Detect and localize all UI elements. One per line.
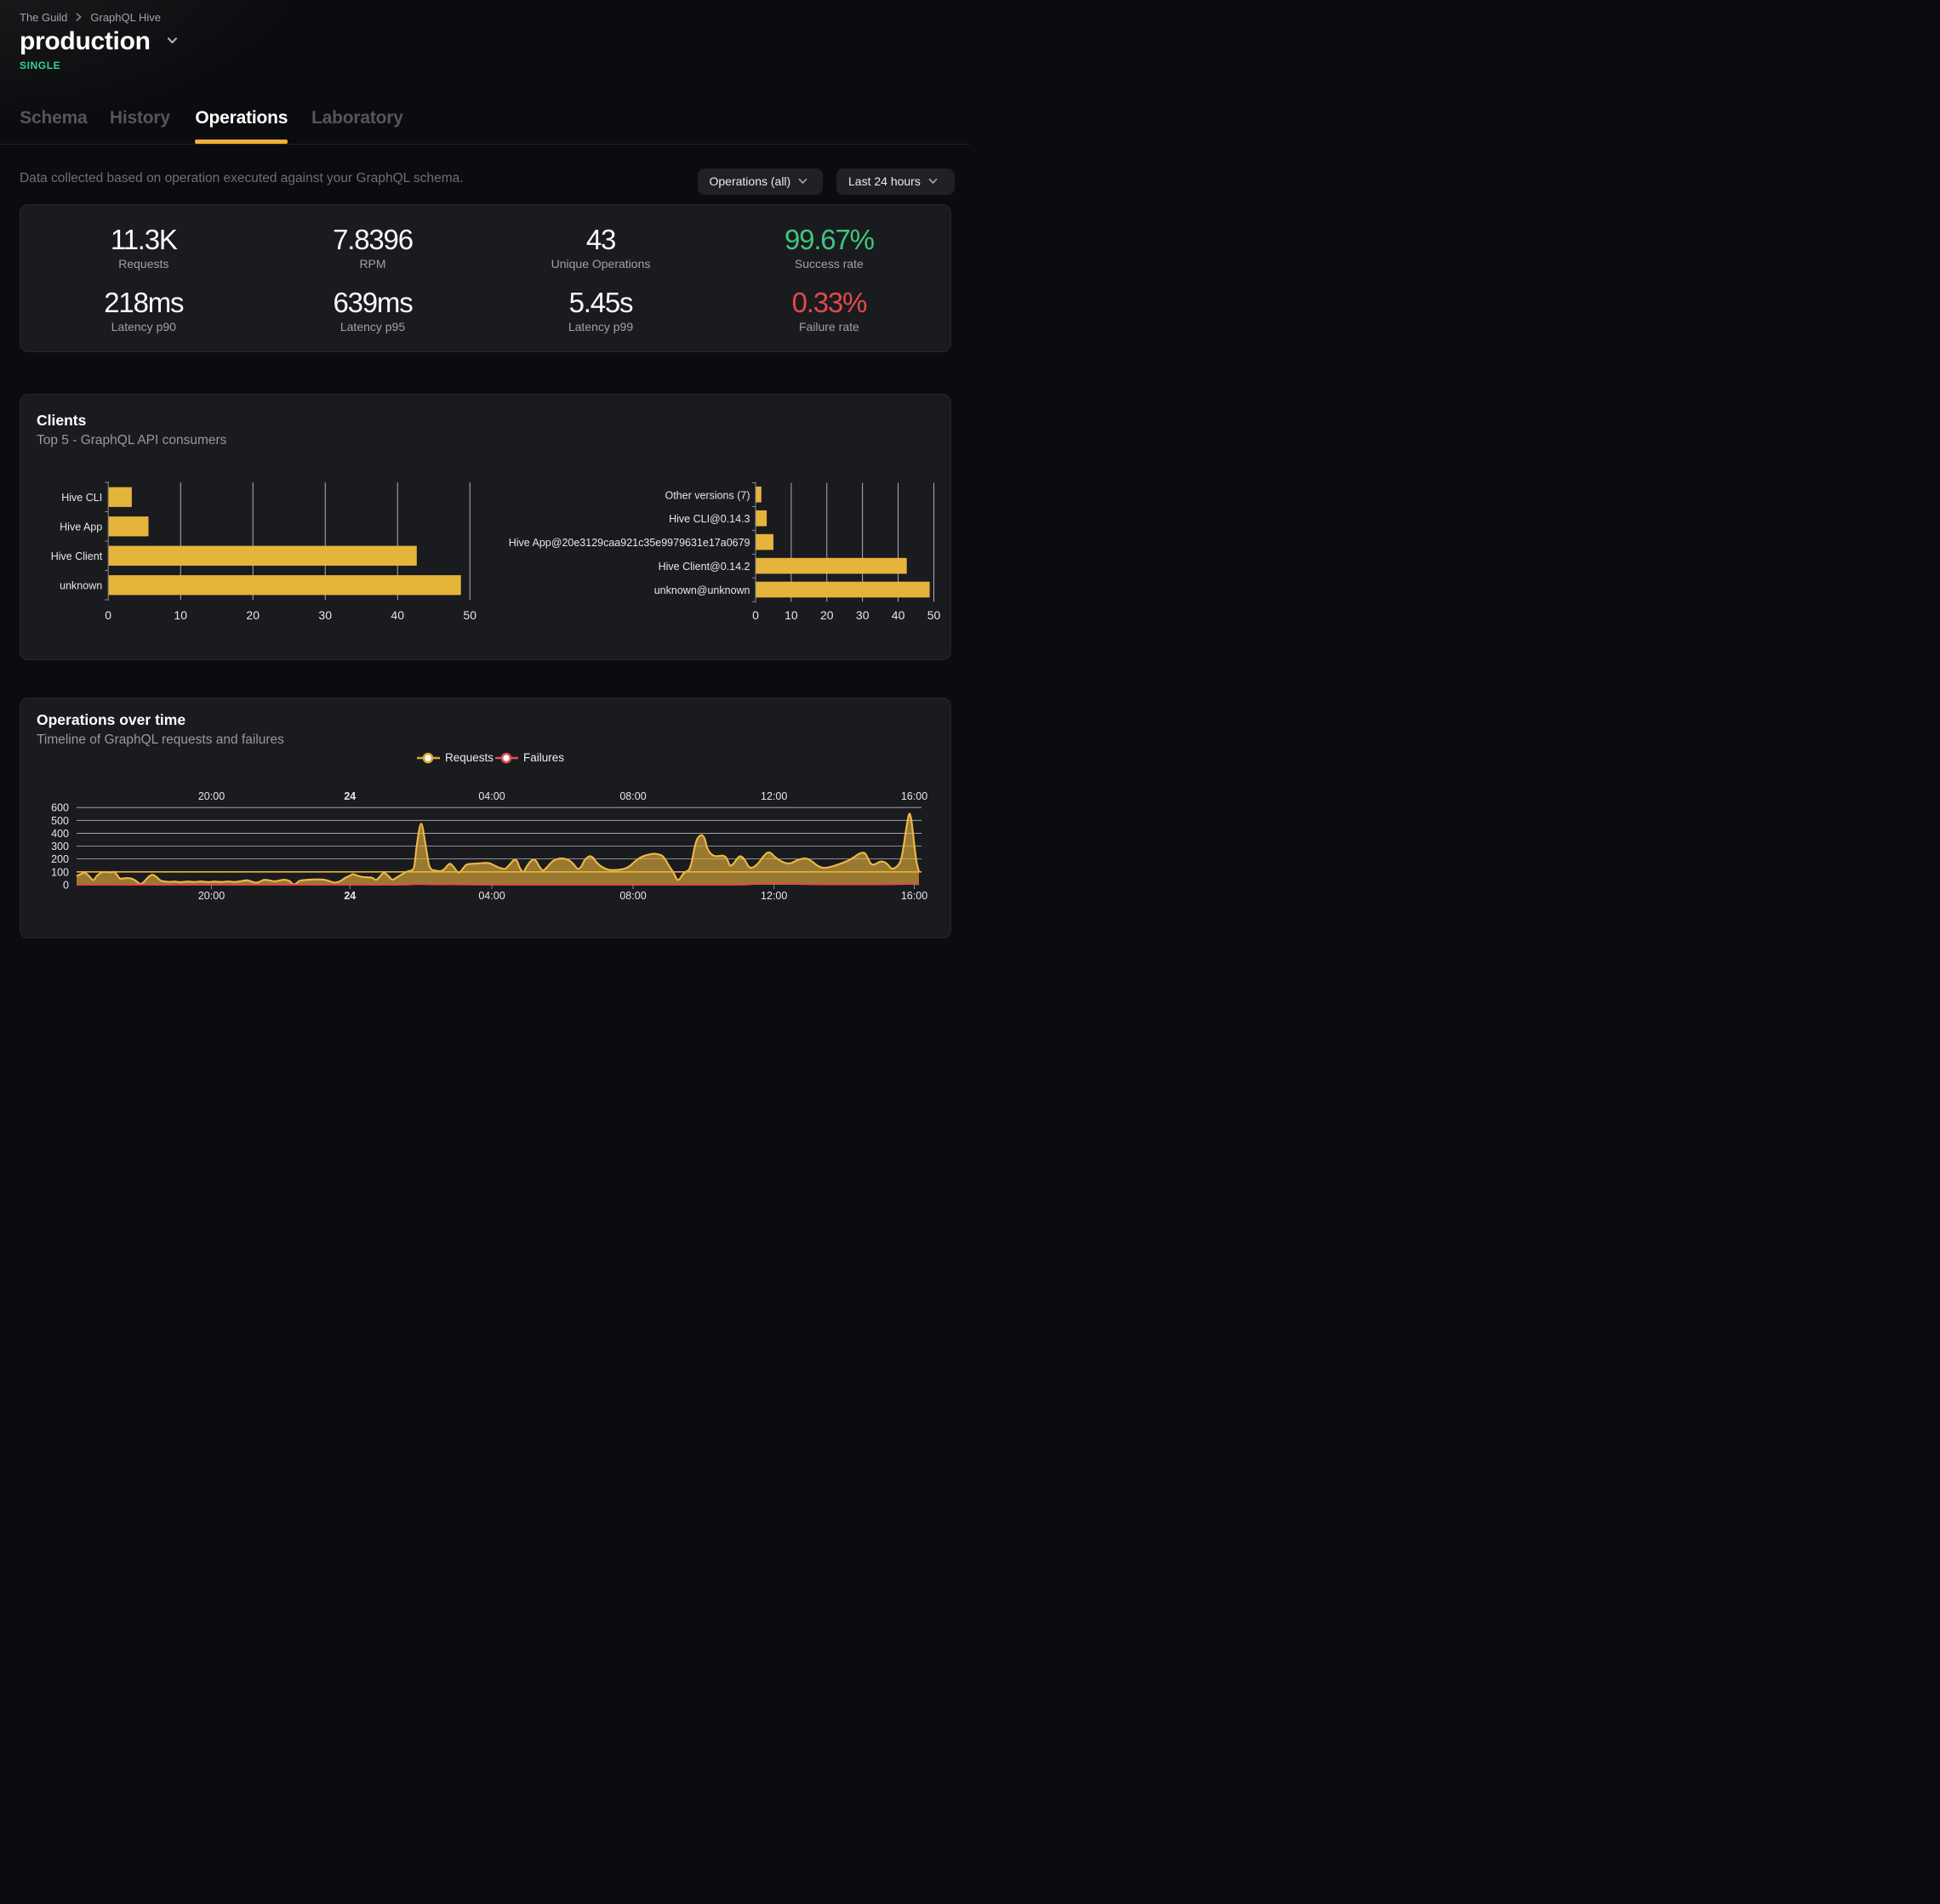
svg-text:unknown@unknown: unknown@unknown [654, 584, 750, 596]
svg-text:Hive Client: Hive Client [51, 550, 103, 562]
svg-text:Hive App@20e3129caa921c35e9979: Hive App@20e3129caa921c35e9979631e17a067… [509, 537, 750, 549]
svg-text:Hive CLI@0.14.3: Hive CLI@0.14.3 [669, 513, 750, 525]
svg-text:20: 20 [246, 608, 260, 622]
svg-text:10: 10 [174, 608, 187, 622]
svg-text:Hive Client@0.14.2: Hive Client@0.14.2 [659, 561, 750, 573]
svg-text:08:00: 08:00 [619, 790, 646, 802]
svg-text:20:00: 20:00 [198, 890, 225, 902]
svg-text:Other versions (7): Other versions (7) [665, 489, 750, 501]
svg-text:12:00: 12:00 [761, 790, 787, 802]
svg-text:50: 50 [927, 608, 941, 622]
svg-text:40: 40 [892, 608, 905, 622]
svg-text:50: 50 [463, 608, 476, 622]
svg-text:0: 0 [752, 608, 759, 622]
svg-text:500: 500 [51, 815, 69, 827]
svg-text:30: 30 [318, 608, 332, 622]
svg-text:04:00: 04:00 [478, 890, 505, 902]
svg-text:20: 20 [820, 608, 834, 622]
svg-text:24: 24 [344, 790, 356, 802]
svg-text:400: 400 [51, 828, 69, 840]
svg-text:10: 10 [785, 608, 798, 622]
svg-text:20:00: 20:00 [198, 790, 225, 802]
svg-text:08:00: 08:00 [619, 890, 646, 902]
svg-text:Hive CLI: Hive CLI [61, 492, 102, 504]
svg-text:04:00: 04:00 [478, 790, 505, 802]
svg-text:16:00: 16:00 [901, 790, 927, 802]
svg-text:12:00: 12:00 [761, 890, 787, 902]
svg-text:unknown: unknown [60, 580, 102, 592]
svg-text:300: 300 [51, 841, 69, 852]
svg-text:16:00: 16:00 [901, 890, 927, 902]
svg-text:600: 600 [51, 802, 69, 814]
svg-text:Hive App: Hive App [60, 522, 102, 533]
svg-text:24: 24 [344, 890, 356, 902]
svg-text:100: 100 [51, 866, 69, 878]
svg-text:40: 40 [391, 608, 404, 622]
svg-text:200: 200 [51, 853, 69, 865]
svg-text:0: 0 [105, 608, 111, 622]
svg-text:30: 30 [856, 608, 870, 622]
svg-text:0: 0 [63, 880, 69, 892]
